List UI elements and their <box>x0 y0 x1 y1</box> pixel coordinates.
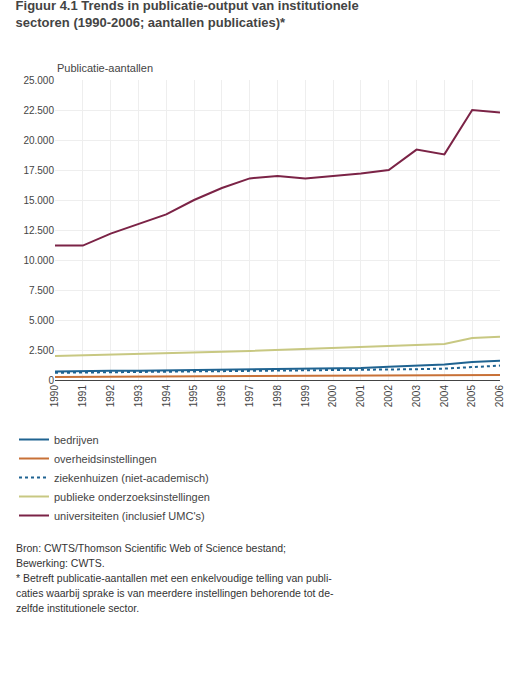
svg-text:Bron: CWTS/Thomson Scientific: Bron: CWTS/Thomson Scientific Web of Sci… <box>16 542 286 554</box>
svg-text:publieke onderzoeksinstellinge: publieke onderzoeksinstellingen <box>54 491 210 503</box>
svg-text:25.000: 25.000 <box>23 75 54 86</box>
svg-text:bedrijven: bedrijven <box>54 434 99 446</box>
svg-text:1998: 1998 <box>272 385 283 408</box>
svg-text:1990: 1990 <box>49 385 60 408</box>
svg-text:ziekenhuizen (niet-academisch): ziekenhuizen (niet-academisch) <box>54 472 209 484</box>
svg-text:20.000: 20.000 <box>23 135 54 146</box>
svg-text:2002: 2002 <box>383 385 394 408</box>
svg-text:Figuur 4.1 Trends in publicati: Figuur 4.1 Trends in publicatie-output v… <box>16 0 359 30</box>
svg-text:caties waarbij sprake is van m: caties waarbij sprake is van meerdere in… <box>16 587 334 599</box>
svg-text:2001: 2001 <box>355 385 366 408</box>
svg-text:1996: 1996 <box>216 385 227 408</box>
svg-text:* Betreft publicatie-aantallen: * Betreft publicatie-aantallen met een e… <box>16 572 332 584</box>
svg-text:7.500: 7.500 <box>29 285 54 296</box>
svg-text:1997: 1997 <box>244 385 255 408</box>
svg-text:0: 0 <box>48 375 54 386</box>
svg-text:2004: 2004 <box>439 385 450 408</box>
svg-text:15.000: 15.000 <box>23 195 54 206</box>
svg-text:1992: 1992 <box>105 385 116 408</box>
svg-text:1999: 1999 <box>300 385 311 408</box>
svg-text:1991: 1991 <box>77 385 88 408</box>
svg-text:2000: 2000 <box>327 385 338 408</box>
svg-text:2.500: 2.500 <box>29 345 54 356</box>
svg-text:overheidsinstellingen: overheidsinstellingen <box>54 453 157 465</box>
svg-text:Publicatie-aantallen: Publicatie-aantallen <box>57 62 153 74</box>
svg-text:1995: 1995 <box>188 385 199 408</box>
svg-text:Bewerking: CWTS.: Bewerking: CWTS. <box>16 557 105 569</box>
svg-text:22.500: 22.500 <box>23 105 54 116</box>
svg-text:2003: 2003 <box>411 385 422 408</box>
svg-text:17.500: 17.500 <box>23 165 54 176</box>
svg-text:2006: 2006 <box>494 385 505 408</box>
svg-text:universiteiten (inclusief UMC': universiteiten (inclusief UMC's) <box>54 510 205 522</box>
svg-text:10.000: 10.000 <box>23 255 54 266</box>
svg-text:1994: 1994 <box>161 385 172 408</box>
svg-text:5.000: 5.000 <box>29 315 54 326</box>
svg-text:1993: 1993 <box>133 385 144 408</box>
svg-text:2005: 2005 <box>466 385 477 408</box>
svg-text:12.500: 12.500 <box>23 225 54 236</box>
svg-text:zelfde institutionele sector.: zelfde institutionele sector. <box>16 602 139 614</box>
